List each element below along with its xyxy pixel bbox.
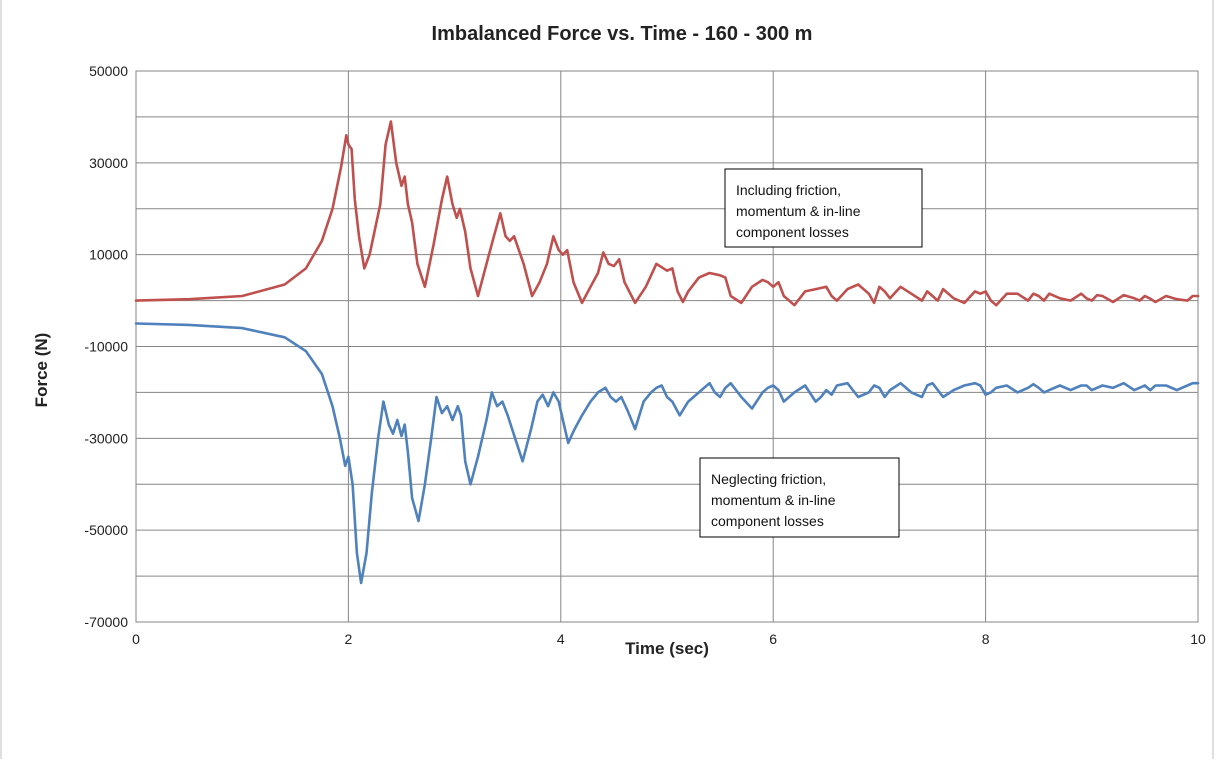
annotation-box bbox=[724, 168, 923, 248]
annotations: Including friction, momentum & in-line com… bbox=[699, 168, 923, 538]
tick-labels: 0 2 4 6 8 10 50000 30000 10000 -10000 -30000 -50000… bbox=[84, 63, 1206, 647]
series-layer bbox=[134, 120, 1200, 585]
y-tick-label: -30000 bbox=[84, 430, 128, 446]
y-tick-label: -70000 bbox=[84, 614, 128, 630]
y-tick-label: 50000 bbox=[89, 63, 128, 79]
y-tick-label: 10000 bbox=[89, 247, 128, 263]
y-tick-label: 30000 bbox=[89, 155, 128, 171]
series-line-neglecting-losses bbox=[134, 322, 1200, 585]
series-line-including-losses bbox=[134, 120, 1200, 307]
annotation-including-losses: Including friction, momentum & in-line com… bbox=[724, 168, 923, 248]
x-tick-label: 6 bbox=[769, 631, 777, 647]
x-tick-label: 10 bbox=[1190, 631, 1206, 647]
x-tick-label: 4 bbox=[557, 631, 565, 647]
annotation-text: momentum & in-line bbox=[736, 203, 861, 219]
annotation-text: Neglecting friction, bbox=[711, 471, 826, 487]
x-axis-title: Time (sec) bbox=[625, 639, 709, 658]
y-tick-label: -10000 bbox=[84, 339, 128, 355]
annotation-text: component losses bbox=[736, 224, 849, 240]
annotation-text: momentum & in-line bbox=[711, 492, 836, 508]
grid bbox=[136, 71, 1198, 622]
x-tick-label: 8 bbox=[982, 631, 990, 647]
annotation-box bbox=[699, 457, 900, 538]
x-tick-label: 0 bbox=[132, 631, 140, 647]
chart-title: Imbalanced Force vs. Time - 160 - 300 m bbox=[432, 23, 813, 45]
plot-area-border bbox=[135, 70, 1199, 623]
annotation-neglecting-losses: Neglecting friction, momentum & in-line co… bbox=[699, 457, 900, 538]
annotation-text: Including friction, bbox=[736, 182, 841, 198]
x-tick-label: 2 bbox=[345, 631, 353, 647]
y-tick-label: -50000 bbox=[84, 522, 128, 538]
y-axis-title: Force (N) bbox=[32, 333, 51, 408]
annotation-text: component losses bbox=[711, 513, 824, 529]
